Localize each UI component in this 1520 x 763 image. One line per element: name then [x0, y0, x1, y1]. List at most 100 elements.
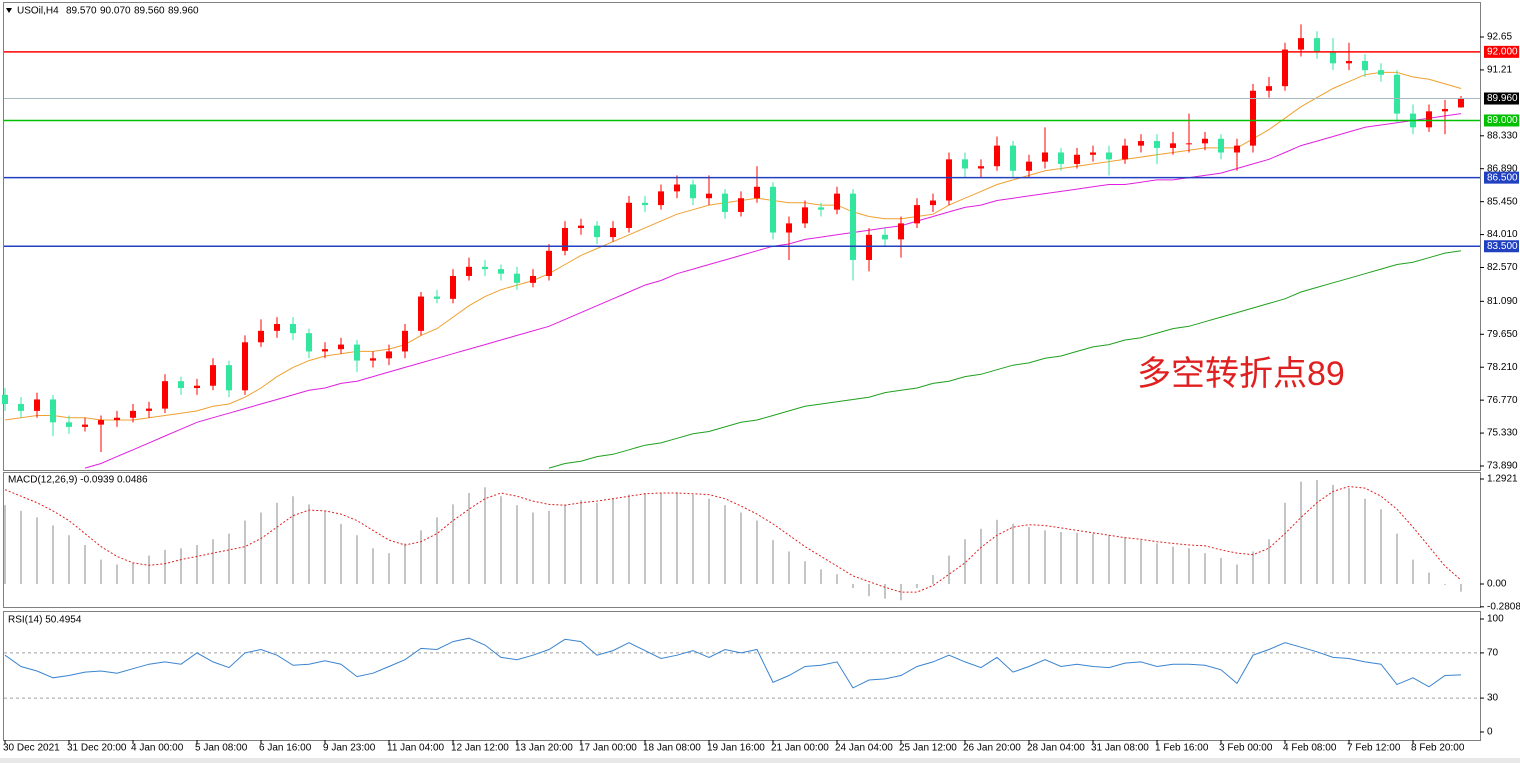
candle-body	[1426, 111, 1432, 128]
y-tick-label: 75.330	[1487, 428, 1518, 439]
price-label-box	[1484, 92, 1519, 105]
candle-body	[882, 234, 888, 240]
candle-body	[690, 184, 696, 199]
menu-triangle[interactable]	[6, 8, 12, 13]
candle-body	[482, 266, 488, 270]
candle-body	[1074, 154, 1080, 164]
candle-body	[786, 223, 792, 233]
candle-body	[562, 227, 568, 251]
candle-body	[914, 205, 920, 224]
y-tick-label: 91.21	[1487, 65, 1512, 76]
candle-body	[1170, 143, 1176, 148]
candle-body	[66, 422, 72, 427]
candle-body	[386, 351, 392, 359]
candle-body	[290, 323, 296, 334]
candle-body	[1394, 74, 1400, 114]
x-tick-label: 24 Jan 04:00	[835, 743, 893, 754]
candle-body	[610, 227, 616, 238]
candle-body	[18, 404, 24, 411]
candle-body	[738, 198, 744, 212]
candle-body	[434, 296, 440, 299]
candle-body	[466, 266, 472, 276]
rsi-panel	[3, 611, 1481, 741]
candle-body	[2, 394, 8, 405]
candle-body	[1218, 138, 1224, 153]
candle-body	[98, 420, 104, 425]
quote-open: 89.570	[66, 6, 97, 17]
x-tick-label: 13 Jan 20:00	[515, 743, 573, 754]
candle-body	[194, 385, 200, 389]
y-tick-label: 79.650	[1487, 329, 1518, 340]
candle-body	[1298, 38, 1304, 50]
candle-body	[274, 323, 280, 331]
candle-body	[594, 225, 600, 238]
x-tick-label: 4 Feb 08:00	[1283, 743, 1337, 754]
rsi-line	[4, 637, 1462, 689]
y-tick-label: 84.010	[1487, 229, 1518, 240]
bottom-strip	[0, 758, 1520, 763]
rsi-label: RSI(14) 50.4954	[8, 615, 82, 626]
candle-body	[258, 330, 264, 343]
x-tick-label: 19 Jan 16:00	[707, 743, 765, 754]
x-tick-label: 3 Feb 00:00	[1219, 743, 1273, 754]
candle-body	[1090, 152, 1096, 155]
candle-body	[1266, 86, 1272, 91]
price-panel	[3, 2, 1481, 471]
candle-body	[930, 200, 936, 206]
price-label-box	[1484, 45, 1519, 58]
x-tick-label: 30 Dec 2021	[3, 743, 60, 754]
candle-body	[402, 330, 408, 352]
candle-body	[162, 381, 168, 409]
y-tick-label: 88.330	[1487, 130, 1518, 141]
candle-body	[178, 381, 184, 389]
x-tick-label: 31 Jan 08:00	[1091, 743, 1149, 754]
y-tick-label: 82.570	[1487, 262, 1518, 273]
y-tick-label: 70	[1487, 648, 1499, 659]
y-tick-label: 81.090	[1487, 296, 1518, 307]
y-tick-label: 85.450	[1487, 196, 1518, 207]
y-tick-label: 100	[1487, 614, 1504, 625]
candle-body	[1058, 152, 1064, 164]
candle-body	[722, 193, 728, 212]
candle-body	[226, 365, 232, 391]
candle-body	[1138, 141, 1144, 146]
y-tick-label: 0.00	[1487, 579, 1507, 590]
candle-body	[578, 225, 584, 228]
price-label-box	[1484, 171, 1519, 184]
y-tick-label: 86.890	[1487, 163, 1518, 174]
candle-body	[338, 344, 344, 350]
price-label-box	[1484, 240, 1519, 253]
candle-body	[1154, 141, 1160, 148]
x-tick-label: 17 Jan 00:00	[579, 743, 637, 754]
price-label-box	[1484, 114, 1519, 127]
candle-body	[1458, 98, 1464, 108]
price-label: 86.500	[1487, 172, 1518, 183]
x-tick-label: 11 Jan 04:00	[387, 743, 445, 754]
y-tick-label: 78.210	[1487, 362, 1518, 373]
x-tick-label: 7 Feb 12:00	[1347, 743, 1401, 754]
candle-body	[802, 207, 808, 224]
candle-body	[674, 184, 680, 192]
candle-body	[818, 207, 824, 210]
candle-body	[1122, 145, 1128, 160]
candle-body	[946, 159, 952, 201]
candle-body	[1250, 90, 1256, 146]
candle-body	[322, 349, 328, 352]
candle-body	[210, 365, 216, 386]
macd-panel	[3, 472, 1481, 608]
quote-low: 89.560	[134, 6, 165, 17]
x-tick-label: 9 Jan 23:00	[323, 743, 376, 754]
candle-body	[1026, 161, 1032, 171]
candle-body	[34, 399, 40, 411]
candle-body	[1234, 145, 1240, 153]
candle-body	[1362, 61, 1368, 71]
candle-body	[1330, 51, 1336, 64]
x-tick-label: 1 Feb 16:00	[1155, 743, 1209, 754]
candle-body	[1202, 138, 1208, 144]
candle-body	[850, 193, 856, 260]
moving-average	[548, 250, 1462, 469]
candle-body	[114, 417, 120, 421]
x-tick-label: 18 Jan 08:00	[643, 743, 701, 754]
